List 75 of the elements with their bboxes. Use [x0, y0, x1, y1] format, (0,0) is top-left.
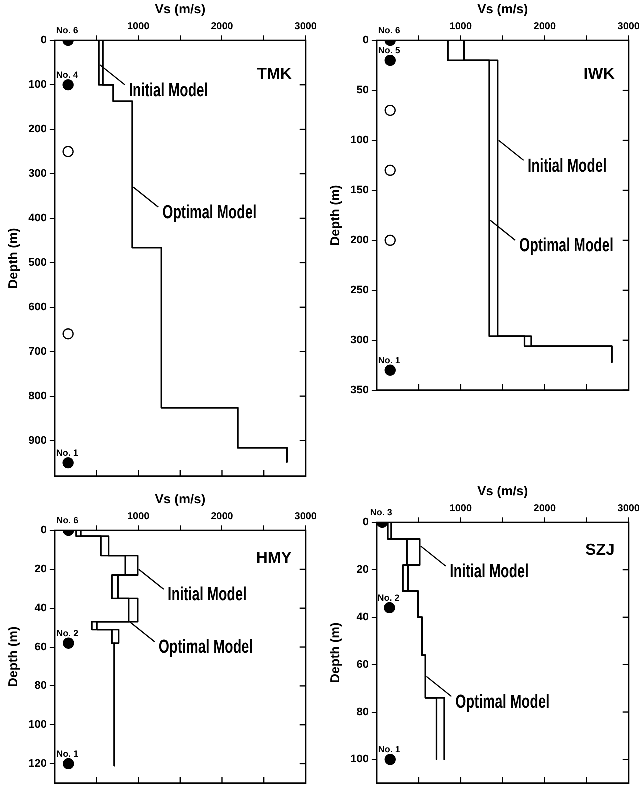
x-axis-title: Vs (m/s)	[155, 1, 206, 16]
x-tick-label: 1000	[450, 21, 472, 32]
y-tick-label: 80	[34, 680, 47, 692]
x-tick-label: 3000	[294, 511, 318, 522]
x-tick-label: 1000	[127, 511, 150, 522]
x-tick-label: 2000	[211, 511, 234, 522]
y-tick-label: 0	[40, 524, 47, 537]
annotation: No. 6	[378, 26, 400, 36]
annotation: Optimal Model	[519, 234, 614, 256]
y-tick-label: 350	[350, 384, 369, 396]
annotation: No. 5	[378, 46, 400, 56]
y-axis-title: Depth (m)	[5, 228, 20, 289]
y-tick-label: 40	[356, 611, 369, 624]
y-tick-label: 100	[28, 79, 47, 92]
y-axis-title: Depth (m)	[327, 185, 342, 246]
x-tick-label: 2000	[534, 21, 556, 32]
x-axis-title: Vs (m/s)	[155, 491, 206, 506]
y-tick-label: 60	[356, 658, 369, 671]
x-tick-label: 2000	[534, 503, 556, 514]
x-tick-label: 3000	[618, 503, 640, 514]
annotation: No. 2	[378, 592, 400, 603]
y-tick-label: 50	[356, 84, 369, 97]
x-tick-label: 1000	[127, 21, 150, 32]
y-tick-label: 20	[34, 564, 47, 576]
text: HMY	[256, 550, 292, 568]
annotation: No. 4	[56, 70, 78, 80]
y-tick-label: 0	[362, 516, 369, 529]
annotation: Optimal Model	[158, 636, 254, 658]
annotation: No. 6	[56, 516, 79, 526]
annotation: No. 1	[378, 355, 400, 366]
annotation: No. 2	[56, 628, 79, 638]
y-tick-label: 300	[28, 168, 47, 180]
y-tick-label: 200	[28, 124, 47, 136]
y-tick-label: 150	[350, 184, 369, 197]
y-tick-label: 60	[34, 641, 47, 654]
y-tick-label: 80	[356, 706, 369, 718]
y-tick-label: 500	[28, 256, 47, 269]
annotation: No. 1	[56, 448, 78, 458]
y-tick-label: 200	[350, 234, 369, 247]
annotation: No. 1	[378, 744, 400, 755]
y-tick-label: 0	[362, 34, 369, 47]
text: SZJ	[586, 542, 615, 560]
y-tick-label: 0	[40, 34, 47, 47]
y-tick-label: 300	[350, 334, 369, 346]
annotation: No. 6	[56, 26, 78, 36]
annotation: Optimal Model	[456, 690, 550, 713]
y-tick-label: 400	[28, 212, 47, 225]
y-tick-label: 100	[28, 719, 47, 732]
y-tick-label: 800	[28, 390, 47, 402]
annotation: Initial Model	[528, 154, 607, 176]
y-tick-label: 900	[28, 434, 47, 447]
x-axis-title: Vs (m/s)	[478, 1, 528, 16]
y-tick-label: 700	[28, 346, 47, 358]
y-axis-title: Depth (m)	[327, 622, 342, 684]
x-axis-title: Vs (m/s)	[478, 483, 528, 498]
y-tick-label: 100	[350, 134, 369, 147]
y-tick-label: 250	[350, 284, 369, 296]
x-tick-label: 1000	[450, 503, 472, 514]
annotation: Initial Model	[129, 79, 208, 101]
y-tick-label: 20	[356, 564, 369, 576]
y-tick-label: 600	[28, 301, 47, 314]
annotation: Optimal Model	[162, 201, 257, 224]
annotation: No. 1	[56, 748, 79, 759]
y-tick-label: 40	[34, 602, 47, 614]
text: TMK	[257, 66, 292, 84]
x-tick-label: 2000	[211, 21, 234, 32]
x-tick-label: 3000	[618, 21, 640, 32]
annotation: Initial Model	[450, 560, 529, 582]
y-tick-label: 120	[28, 758, 47, 770]
annotation: Initial Model	[168, 584, 247, 606]
annotation: No. 3	[370, 508, 392, 518]
y-axis-title: Depth (m)	[5, 626, 20, 688]
x-tick-label: 3000	[294, 21, 318, 32]
text: IWK	[584, 66, 616, 84]
y-tick-label: 100	[350, 754, 369, 766]
